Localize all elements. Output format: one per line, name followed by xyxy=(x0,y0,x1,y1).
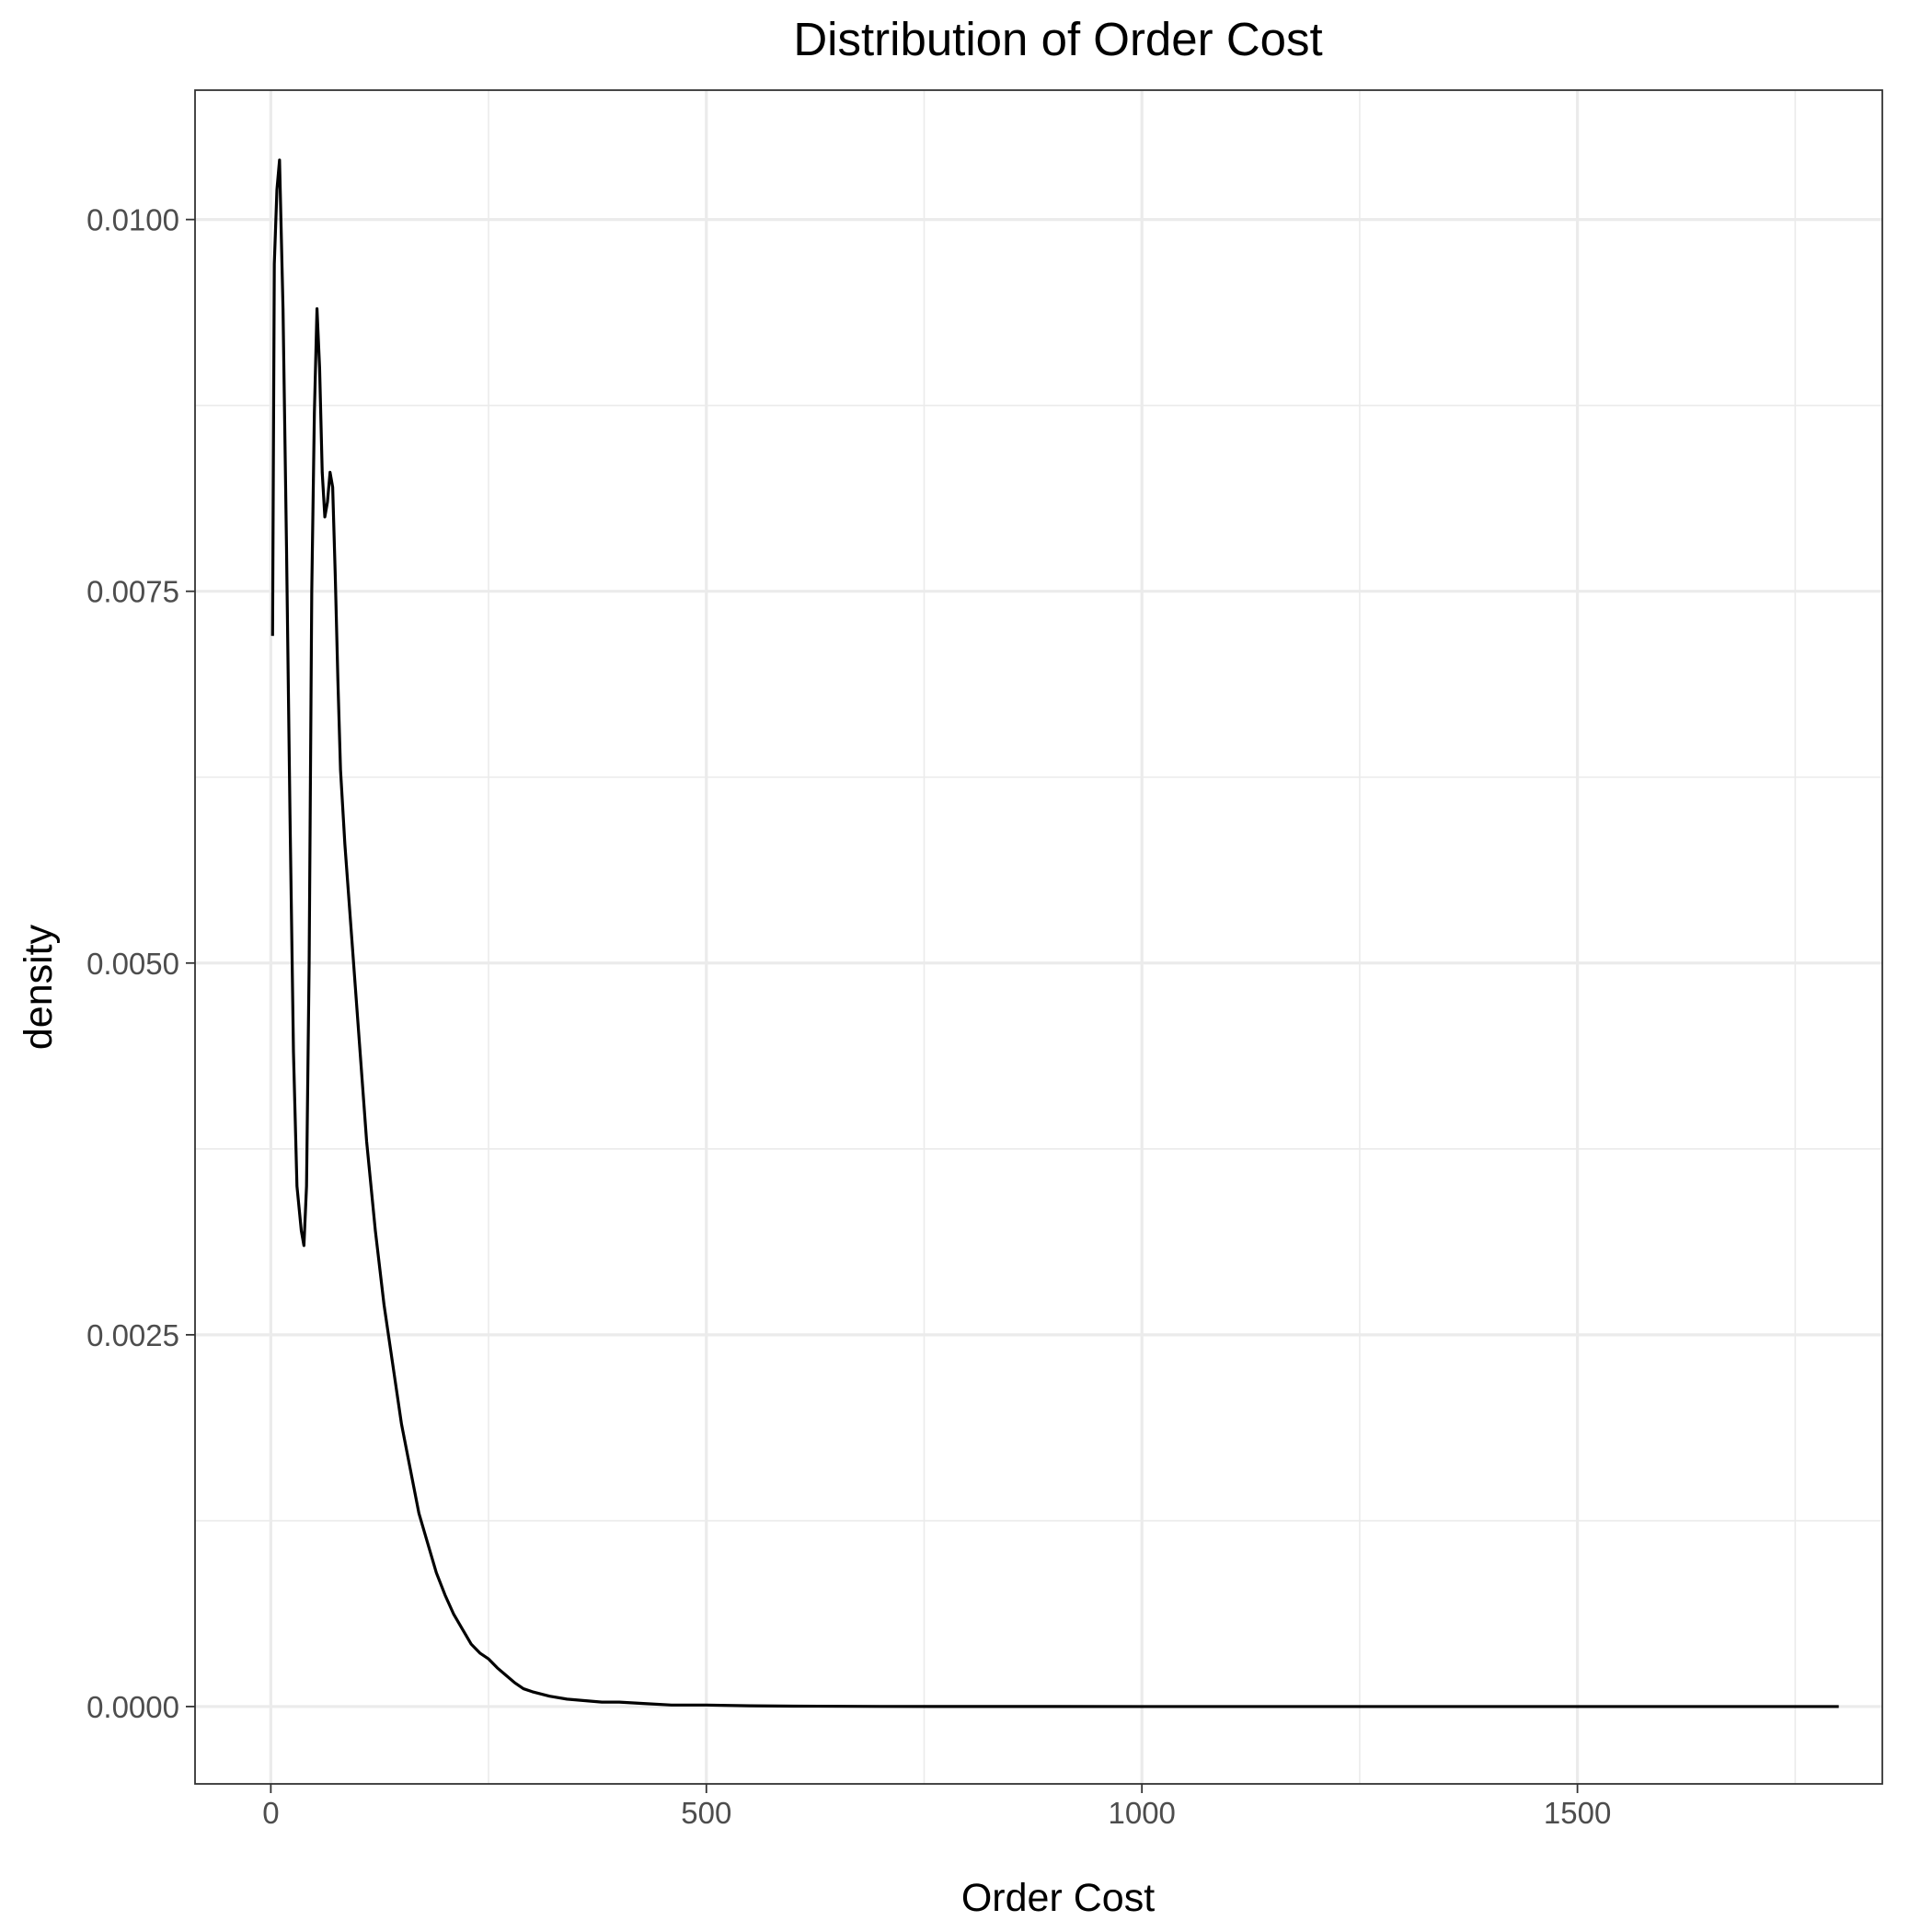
y-axis: 0.0000 0.0025 0.0050 0.0075 0.0100 xyxy=(86,203,195,1724)
density-line xyxy=(270,158,1839,1708)
y-tick-label: 0.0050 xyxy=(86,947,179,981)
x-tick-label: 1500 xyxy=(1544,1796,1611,1830)
y-tick-label: 0.0000 xyxy=(86,1690,179,1724)
y-tick-label: 0.0025 xyxy=(86,1318,179,1352)
minor-gridlines xyxy=(195,90,1882,1784)
x-axis: 0 500 1000 1500 xyxy=(262,1784,1611,1830)
x-tick-label: 1000 xyxy=(1108,1796,1175,1830)
x-tick-label: 0 xyxy=(262,1796,279,1830)
y-tick-label: 0.0075 xyxy=(86,575,179,609)
chart-title: Distribution of Order Cost xyxy=(793,13,1322,65)
major-gridlines xyxy=(195,90,1882,1784)
y-axis-title: density xyxy=(17,924,61,1050)
panel-background xyxy=(195,90,1882,1784)
panel-border xyxy=(194,89,1883,1785)
x-tick-label: 500 xyxy=(681,1796,731,1830)
plot-panel xyxy=(194,89,1883,1785)
x-axis-title: Order Cost xyxy=(961,1876,1155,1920)
y-tick-label: 0.0100 xyxy=(86,203,179,237)
